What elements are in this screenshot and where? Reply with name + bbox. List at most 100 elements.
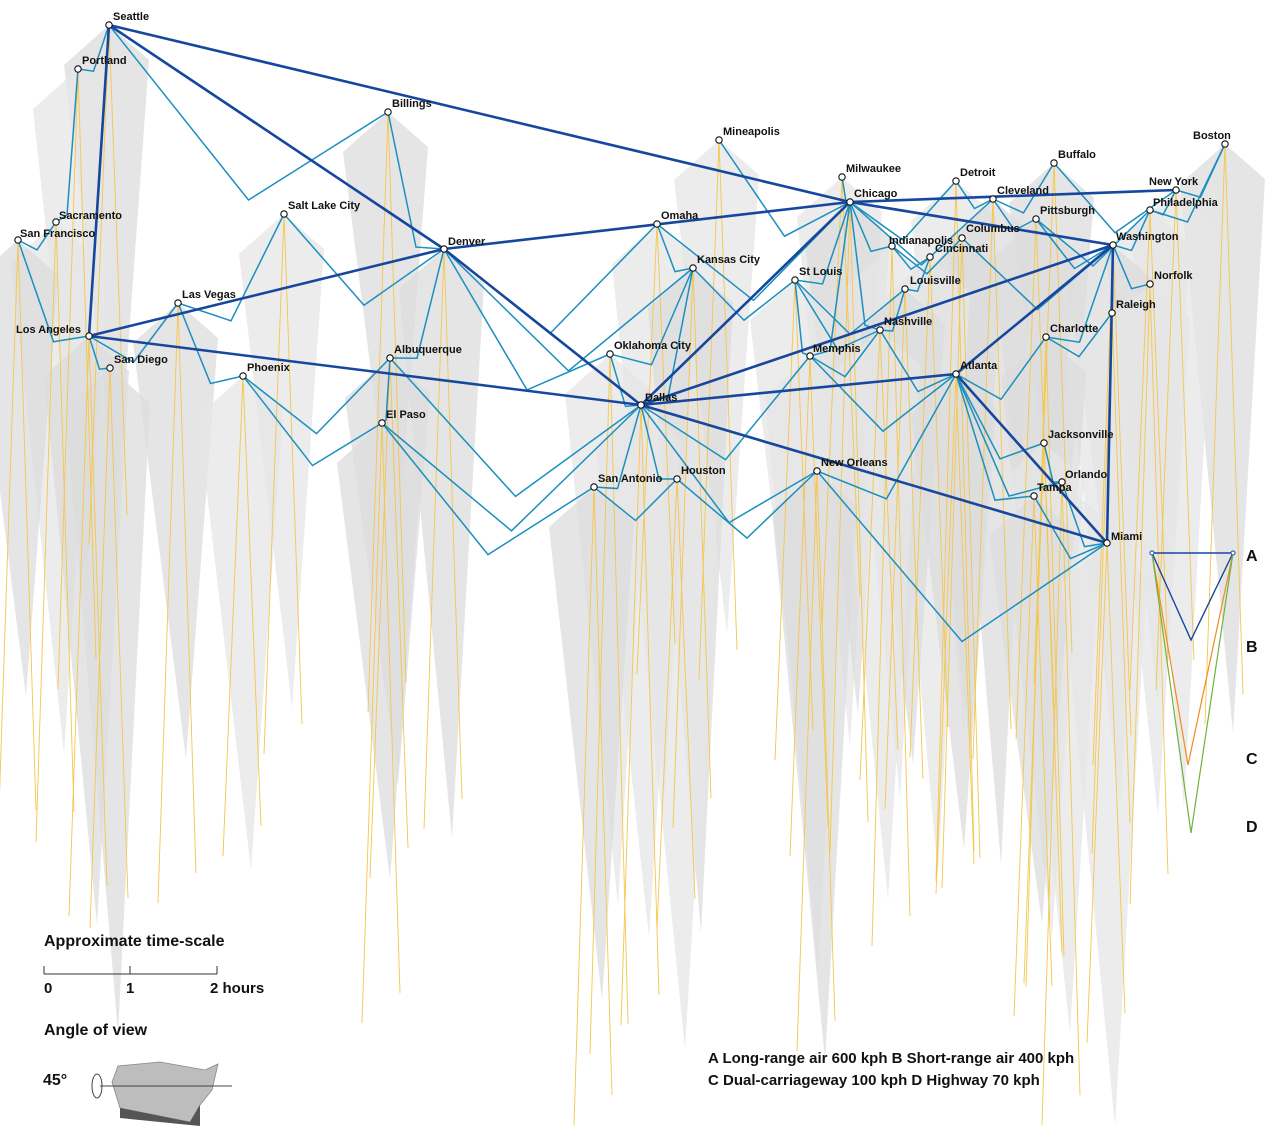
legend-letter-d: D	[1246, 819, 1258, 836]
city-marker	[901, 285, 909, 293]
shading-wedge	[343, 112, 428, 568]
city-node-philadelphia: Philadelphia	[1146, 197, 1219, 214]
city-node-charlotte: Charlotte	[1042, 323, 1098, 341]
road-line	[789, 355, 811, 857]
city-node-neworleans: New Orleans	[813, 457, 888, 475]
city-label: Sacramento	[59, 210, 122, 222]
road-line	[1043, 442, 1063, 954]
short-range-air-link	[879, 329, 957, 393]
short-range-air-link	[955, 373, 1063, 497]
city-node-houston: Houston	[673, 465, 726, 483]
short-range-air-link	[609, 267, 694, 366]
short-range-air-link	[794, 201, 851, 285]
city-label: Milwaukee	[846, 163, 901, 175]
city-marker	[952, 177, 960, 185]
city-node-lasvegas: Las Vegas	[174, 289, 236, 307]
short-range-air-link	[891, 237, 963, 275]
shading-wedge	[198, 376, 283, 870]
mode-legend-line-1: A Long-range air 600 kph B Short-range a…	[708, 1050, 1075, 1067]
road-line	[796, 470, 818, 1052]
city-node-cleveland: Cleveland	[989, 185, 1049, 203]
city-marker	[637, 401, 645, 409]
city-node-kansascity: Kansas City	[689, 254, 761, 272]
city-marker	[653, 220, 661, 228]
city-node-columbus: Columbus	[958, 223, 1020, 242]
city-label: Phoenix	[247, 362, 291, 374]
road-line	[841, 176, 861, 598]
road-line	[809, 355, 829, 827]
road-line	[972, 198, 994, 760]
city-label: Cincinnati	[935, 243, 988, 255]
city-label: Las Vegas	[182, 289, 236, 301]
road-line	[859, 329, 881, 781]
time-scale-tick-1: 1	[126, 980, 135, 997]
road-line	[1129, 209, 1151, 691]
city-marker	[1032, 215, 1040, 223]
road-line	[620, 404, 642, 1026]
road-line	[57, 68, 79, 690]
road-line	[1111, 312, 1131, 824]
city-marker	[440, 245, 448, 253]
short-range-air-link	[389, 357, 642, 498]
us-map-thumbnail	[91, 1061, 232, 1126]
long-range-air-link	[640, 403, 1108, 545]
city-marker	[386, 354, 394, 362]
road-line	[177, 302, 197, 874]
city-marker	[606, 350, 614, 358]
short-range-air-link	[77, 24, 110, 73]
city-marker	[876, 326, 884, 334]
city-node-orlando: Orlando	[1058, 469, 1107, 486]
road-line	[1112, 244, 1132, 736]
road-line	[1023, 442, 1045, 984]
city-label: Albuquerque	[394, 344, 462, 356]
road-line	[263, 213, 285, 755]
road-line	[89, 367, 111, 929]
city-label: St Louis	[799, 266, 842, 278]
road-line	[935, 373, 957, 895]
road-line	[68, 335, 90, 917]
city-label: Los Angeles	[16, 324, 81, 336]
city-node-milwaukee: Milwaukee	[838, 163, 901, 181]
short-range-air-link	[1112, 209, 1151, 252]
road-line	[1106, 542, 1126, 1014]
road-line	[879, 329, 899, 751]
city-label: Cleveland	[997, 185, 1049, 197]
long-range-air-link	[443, 247, 642, 407]
city-node-dallas: Dallas	[637, 392, 677, 409]
road-line	[1013, 495, 1035, 1017]
city-label: Kansas City	[697, 254, 761, 266]
city-node-memphis: Memphis	[806, 343, 861, 360]
city-label: Denver	[448, 236, 486, 248]
speed-legend-triangle	[1149, 550, 1236, 834]
city-marker	[52, 218, 60, 226]
shading-wedge	[549, 487, 634, 1000]
city-node-losangeles: Los Angeles	[16, 324, 93, 340]
short-range-air-link	[1045, 312, 1113, 358]
road-line	[88, 335, 108, 887]
city-node-indianapolis: Indianapolis	[888, 235, 953, 250]
long-range-air-link	[88, 247, 445, 338]
road-line	[573, 486, 595, 1126]
city-node-oklahomacity: Oklahoma City	[606, 340, 692, 358]
road-line	[593, 486, 613, 1096]
road-line	[242, 375, 262, 827]
city-node-atlanta: Atlanta	[952, 360, 998, 378]
city-node-boston: Boston	[1193, 130, 1231, 148]
road-line	[871, 245, 893, 947]
city-label: Tampa	[1037, 482, 1073, 494]
short-range-air-link	[177, 302, 244, 385]
city-marker	[888, 242, 896, 250]
road-line	[884, 288, 906, 810]
city-node-louisville: Louisville	[901, 275, 961, 293]
road-line	[935, 180, 957, 882]
city-label: Indianapolis	[889, 235, 953, 247]
city-marker	[1146, 280, 1154, 288]
long-range-air-link	[88, 334, 642, 407]
city-label: Boston	[1193, 130, 1231, 142]
road-line	[17, 239, 37, 811]
road-line	[961, 237, 981, 859]
road-line	[1129, 283, 1151, 905]
road-line	[1053, 162, 1073, 654]
city-marker	[952, 370, 960, 378]
shading-wedge	[632, 479, 717, 1049]
